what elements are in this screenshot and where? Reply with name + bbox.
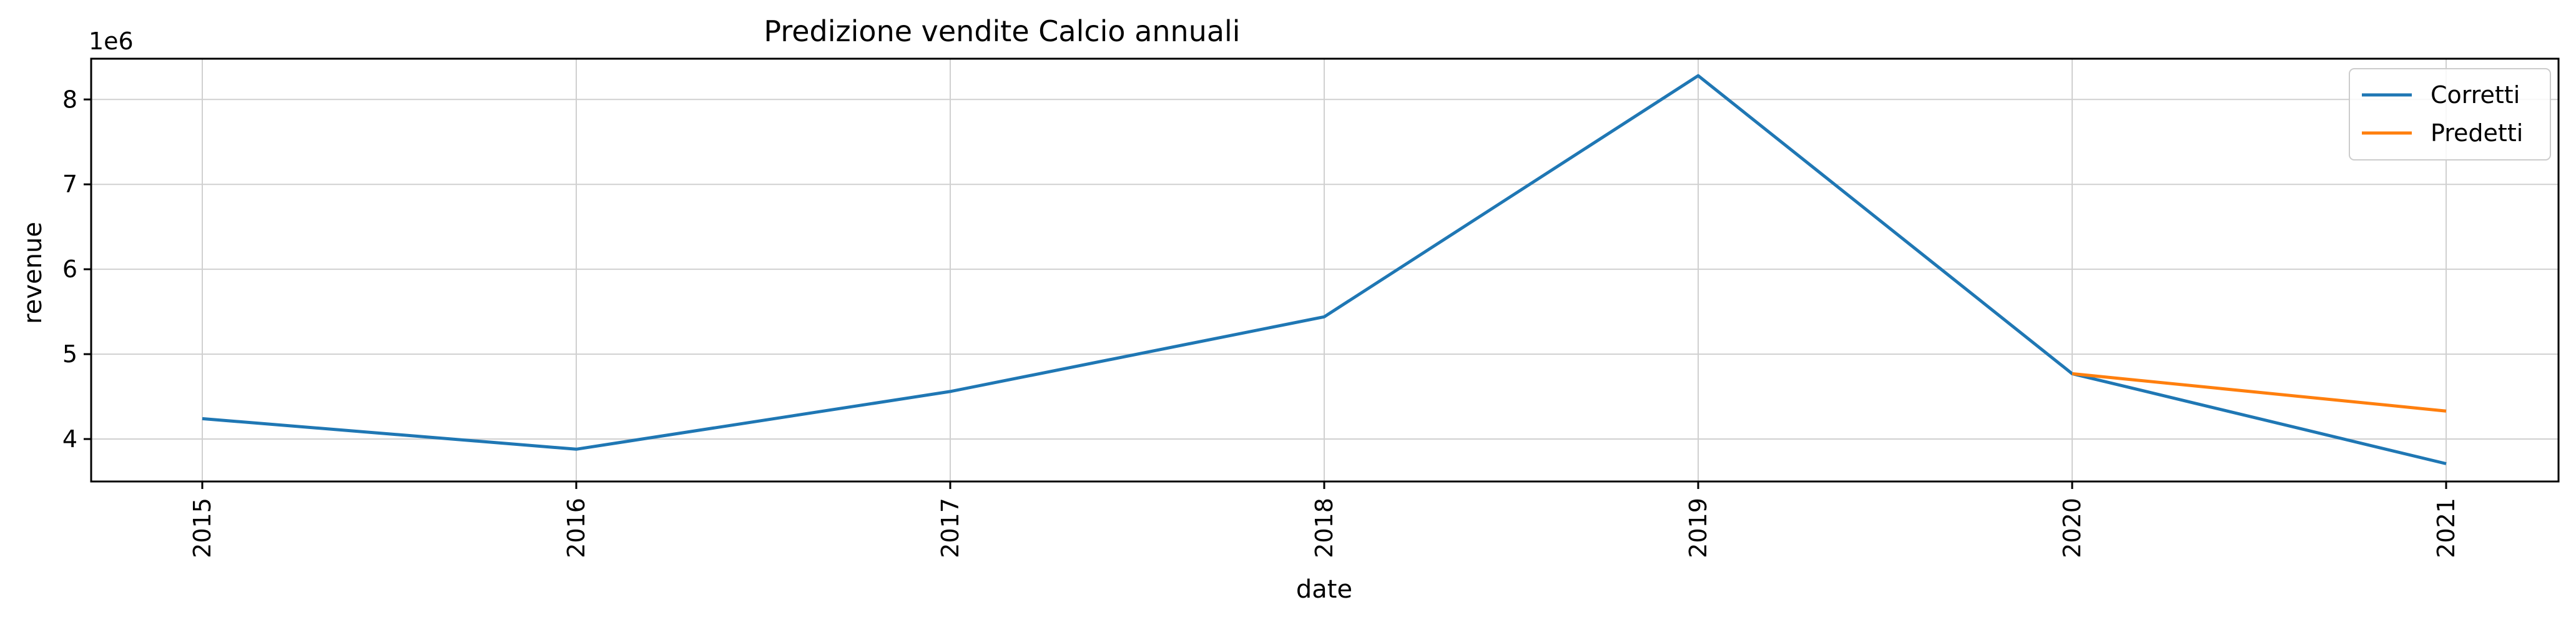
legend-label-corretti: Corretti xyxy=(2431,81,2520,109)
y-offset-label: 1e6 xyxy=(89,27,134,55)
y-tick-label: 4 xyxy=(62,425,77,453)
x-tick-label: 2020 xyxy=(2058,498,2086,558)
legend-box xyxy=(2349,68,2551,160)
x-axis-ticks: 2015 2016 2017 2018 2019 2020 2021 xyxy=(189,481,2460,558)
x-tick-label: 2018 xyxy=(1310,498,1338,558)
y-tick-label: 6 xyxy=(62,255,77,283)
y-axis-label: revenue xyxy=(19,222,47,324)
x-tick-label: 2015 xyxy=(189,498,216,558)
x-tick-label: 2021 xyxy=(2432,498,2460,558)
y-tick-label: 5 xyxy=(62,340,77,368)
series-line-predetti xyxy=(2072,372,2447,413)
y-tick-label: 8 xyxy=(62,86,77,113)
x-tick-label: 2017 xyxy=(937,498,964,558)
x-tick-label: 2019 xyxy=(1684,498,1712,558)
legend: Corretti Predetti xyxy=(2349,68,2551,160)
x-tick-label: 2016 xyxy=(563,498,590,558)
chart-title: Predizione vendite Calcio annuali xyxy=(764,14,1240,48)
grid xyxy=(91,59,2559,481)
y-tick-label: 7 xyxy=(62,170,77,198)
y-axis-ticks: 4 5 6 7 8 xyxy=(62,86,91,453)
x-axis-label: date xyxy=(1296,575,1352,604)
series-lines xyxy=(202,74,2447,465)
legend-label-predetti: Predetti xyxy=(2431,119,2523,147)
